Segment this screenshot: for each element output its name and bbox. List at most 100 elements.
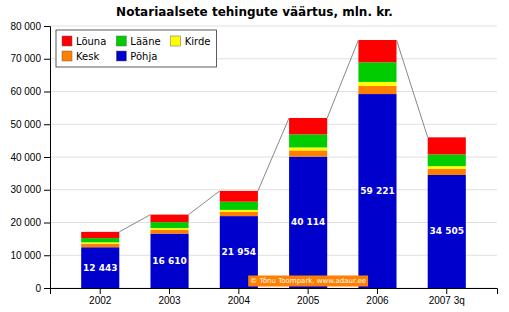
series — [81, 40, 466, 238]
grid — [50, 26, 497, 288]
legend-label: Kirde — [185, 36, 211, 47]
y-axis-line — [44, 27, 51, 289]
connector-line — [119, 215, 150, 232]
bar-segment — [81, 238, 119, 242]
legend-item: Kesk — [62, 51, 99, 62]
x-tick: 2003 — [158, 288, 181, 306]
y-axis: 010 00020 00030 00040 00050 00060 00070 … — [10, 21, 50, 294]
legend-swatch — [116, 51, 126, 61]
legend-swatch — [116, 36, 126, 46]
data-labels: 12 44316 61021 95440 11459 22134 505 — [83, 186, 464, 273]
grid-line — [50, 91, 497, 92]
x-tick: 2002 — [89, 288, 112, 306]
legend-label: Põhja — [130, 51, 157, 62]
connector-line — [258, 118, 289, 191]
bar-segment — [289, 157, 327, 288]
connector-line — [397, 40, 428, 137]
data-label: 16 610 — [152, 256, 186, 266]
bar-segment — [220, 191, 258, 202]
bar-segment — [358, 40, 396, 62]
x-tick-label: 2007 3q — [429, 295, 465, 306]
marks — [81, 40, 466, 288]
legend-label: Lääne — [130, 36, 160, 47]
y-tick-label: 80 000 — [10, 21, 41, 32]
data-label: 12 443 — [83, 263, 117, 273]
y-tick: 20 000 — [10, 217, 50, 228]
y-tick-label: 20 000 — [10, 217, 41, 228]
y-tick-label: 70 000 — [10, 53, 41, 64]
series — [81, 86, 466, 247]
y-tick-label: 30 000 — [10, 184, 41, 195]
annotation: © Tõnu Toompark, www.adaur.ee — [248, 276, 368, 287]
connector-line — [327, 40, 358, 118]
y-tick: 50 000 — [10, 119, 50, 130]
y-tick: 40 000 — [10, 152, 50, 163]
bar-segment — [289, 118, 327, 134]
y-tick-mark — [44, 26, 50, 27]
data-label: 40 114 — [291, 217, 325, 227]
data-label: 59 221 — [360, 186, 394, 196]
data-label: 34 505 — [430, 226, 464, 236]
grid-line — [50, 26, 497, 27]
title: Notariaalsete tehingute väärtus, mln. kr… — [116, 5, 393, 19]
x-tick-mark — [446, 288, 447, 294]
bar-segment — [81, 242, 119, 243]
bar-segment — [150, 215, 188, 223]
bar-segment — [289, 150, 327, 156]
x-tick-label: 2004 — [228, 295, 251, 306]
legend-item: Lõuna — [62, 36, 106, 47]
legend: Lõuna Lääne Kirde Kesk Põhja — [56, 30, 216, 67]
y-tick: 80 000 — [10, 21, 50, 32]
bar-segment — [81, 232, 119, 238]
series — [81, 82, 466, 244]
x-tick: 2007 3q — [429, 288, 465, 306]
bar-segment — [428, 169, 466, 175]
x-tick-mark — [169, 288, 170, 294]
bar-segment — [428, 137, 466, 154]
x-tick-mark — [377, 288, 378, 294]
bar-segment — [81, 247, 119, 288]
y-tick-mark — [44, 124, 50, 125]
bar-segment — [220, 202, 258, 210]
x-axis: 2002 2003 2004 2005 2006 2007 3q — [51, 288, 498, 306]
y-tick-label: 60 000 — [10, 86, 41, 97]
bar-segment — [358, 86, 396, 94]
y-tick-label: 10 000 — [10, 250, 41, 261]
legend-item: Põhja — [116, 51, 157, 62]
series — [81, 94, 466, 288]
connectors — [119, 40, 427, 232]
legend-swatch — [62, 51, 72, 61]
legend-frame — [56, 30, 216, 67]
bar-segment — [150, 228, 188, 230]
y-tick: 60 000 — [10, 86, 50, 97]
bar-segment — [428, 154, 466, 166]
x-tick: 2005 — [297, 288, 320, 306]
x-tick-label: 2005 — [297, 295, 320, 306]
legend-swatch — [62, 36, 72, 46]
y-tick: 70 000 — [10, 53, 50, 64]
y-tick-mark — [44, 255, 50, 256]
chart: Notariaalsete tehingute väärtus, mln. kr… — [0, 0, 509, 312]
y-tick-mark — [44, 223, 50, 224]
legend-label: Kesk — [76, 51, 99, 62]
y-tick-label: 40 000 — [10, 152, 41, 163]
bar-segment — [150, 222, 188, 228]
x-tick-mark — [100, 288, 101, 294]
bar-segment — [289, 134, 327, 147]
y-tick-mark — [44, 92, 50, 93]
grid-line — [50, 124, 497, 125]
legend-swatch — [171, 36, 181, 46]
bar-segment — [289, 147, 327, 150]
y-tick-mark — [44, 190, 50, 191]
x-tick: 2006 — [366, 288, 389, 306]
bar-segment — [358, 82, 396, 86]
x-tick-label: 2002 — [89, 295, 112, 306]
connector-line — [189, 191, 220, 215]
x-tick-mark — [308, 288, 309, 294]
bar-segment — [358, 94, 396, 288]
x-tick-label: 2003 — [158, 295, 181, 306]
bar-segment — [428, 175, 466, 288]
x-axis-line — [51, 289, 498, 295]
bar-segment — [150, 234, 188, 288]
bar-segment — [81, 244, 119, 248]
